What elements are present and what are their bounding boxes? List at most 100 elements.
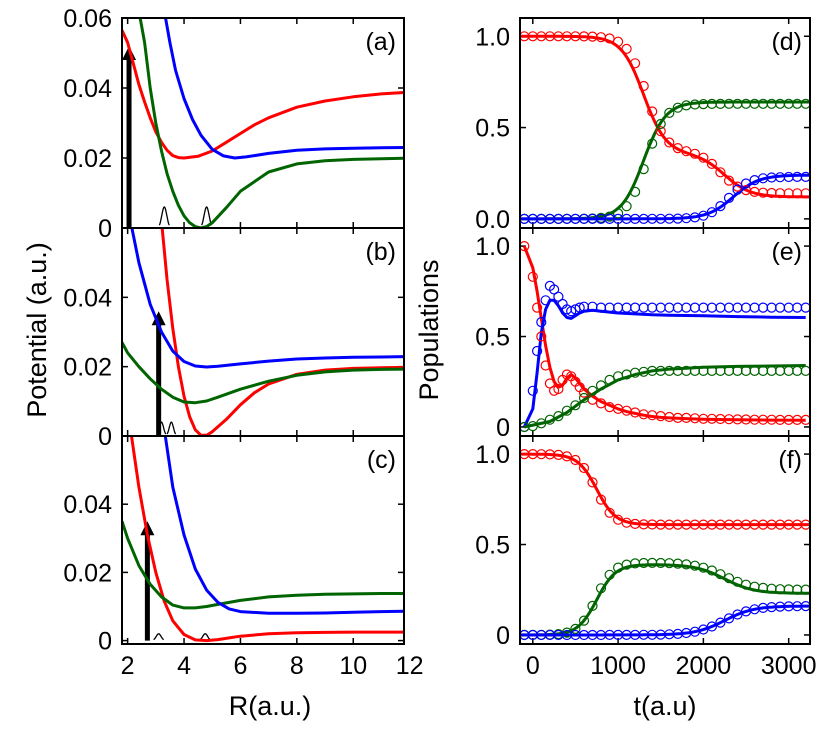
data-marker-red [723, 175, 735, 186]
data-marker-blue [536, 317, 547, 328]
y-tick-label: 1.0 [475, 441, 510, 469]
data-marker-blue [783, 302, 794, 313]
panel-f: 0 1000 2000 3000 0 0.5 1.0 (f) [475, 435, 817, 680]
y-tick-label: 0.02 [63, 145, 112, 173]
data-marker-green [604, 569, 615, 580]
panel-label: (a) [365, 28, 396, 56]
data-marker-red [664, 137, 675, 148]
y-tick-label: 0.06 [63, 5, 112, 33]
y-tick-label: 0 [496, 414, 510, 442]
data-marker-green [595, 380, 607, 391]
data-marker-green [774, 365, 786, 376]
data-marker-blue [531, 345, 543, 357]
data-marker-red [531, 302, 543, 313]
x-tick-label: 1000 [590, 652, 646, 680]
panel-frame [121, 17, 405, 229]
data-marker-blue [647, 302, 658, 313]
y-tick-label: 0.04 [63, 284, 112, 312]
data-marker-green [578, 392, 590, 404]
data-marker-blue [800, 302, 810, 313]
series-line-red [520, 452, 810, 527]
data-marker-blue [698, 302, 709, 313]
plot-area [122, 436, 404, 643]
wavepacket [166, 421, 177, 435]
data-marker-blue [664, 302, 675, 313]
data-marker-red [715, 167, 726, 178]
data-marker-red [698, 152, 709, 163]
data-marker-red [570, 454, 581, 466]
data-marker-blue [800, 171, 810, 182]
data-marker-green [587, 600, 598, 612]
data-marker-blue [800, 601, 810, 612]
wavepacket [156, 421, 167, 435]
plot-area [520, 31, 810, 224]
data-marker-red [638, 80, 649, 92]
panel-label: (c) [367, 446, 396, 474]
plot-area [520, 241, 810, 433]
x-tick-label: 2 [121, 652, 135, 680]
arrow-head [151, 311, 166, 326]
plot-area [122, 18, 404, 228]
data-marker-green [595, 583, 607, 594]
x-tick-label: 0 [526, 652, 540, 680]
data-marker-green [587, 385, 598, 396]
series-line-blue [522, 298, 806, 428]
y-tick-label: 0 [98, 215, 112, 243]
data-marker-blue [689, 302, 701, 313]
data-marker-green [553, 411, 564, 422]
data-marker-blue [766, 302, 777, 313]
y-tick-label: 0.5 [475, 324, 510, 352]
data-marker-green [749, 365, 760, 376]
data-marker-blue [740, 302, 752, 313]
data-marker-green [800, 365, 810, 376]
data-marker-red [629, 58, 641, 69]
data-marker-green [792, 365, 803, 376]
data-marker-blue [672, 302, 683, 313]
data-marker-blue [732, 302, 743, 313]
series-line-red [122, 29, 404, 160]
data-marker-blue [732, 184, 743, 195]
x-tick-label: 3000 [761, 652, 817, 680]
data-marker-green [621, 201, 632, 212]
panel-e: 0 0.5 1.0 (e) [475, 227, 811, 442]
right-x-axis-label: t(a.u) [633, 691, 696, 721]
data-marker-red [578, 462, 590, 474]
y-tick-label: 0.02 [63, 559, 112, 587]
data-marker-red [553, 383, 564, 395]
series-line-red [129, 436, 404, 643]
panel-c: 2 4 6 8 10 12 0 0.02 0.04 (c) [63, 435, 424, 680]
y-tick-label: 0 [98, 628, 112, 656]
y-tick-label: 1.0 [475, 233, 510, 261]
data-marker-green [783, 365, 794, 376]
data-marker-green [715, 569, 726, 580]
data-marker-blue [774, 302, 786, 313]
data-marker-green [629, 186, 641, 197]
y-tick-label: 0.5 [475, 532, 510, 560]
series-line-red [160, 228, 404, 436]
left-y-axis-label: Potential (a.u.) [22, 242, 52, 418]
y-tick-label: 0.04 [63, 75, 112, 103]
plot-area [520, 449, 810, 641]
data-marker-red [604, 33, 615, 44]
wavepacket [153, 633, 165, 641]
data-marker-green [536, 418, 547, 429]
panel-frame [121, 435, 405, 645]
data-marker-red [612, 36, 624, 47]
data-marker-red [647, 106, 658, 117]
data-marker-blue [698, 210, 709, 221]
data-marker-blue [792, 302, 803, 313]
data-marker-blue [621, 302, 632, 313]
series-line-green [138, 18, 404, 228]
y-tick-label: 0.0 [475, 206, 510, 234]
panel-frame [519, 227, 811, 437]
data-marker-green [706, 565, 718, 576]
panel-b: 0 0.02 0.04 (b) [63, 227, 405, 451]
data-marker-blue [540, 295, 551, 306]
x-tick-label: 12 [396, 652, 424, 680]
data-marker-blue [715, 201, 726, 212]
data-marker-green [757, 365, 769, 376]
x-tick-label: 4 [177, 652, 191, 680]
data-marker-blue [629, 302, 641, 313]
y-tick-label: 0.5 [475, 115, 510, 143]
wavepacket [158, 206, 170, 226]
